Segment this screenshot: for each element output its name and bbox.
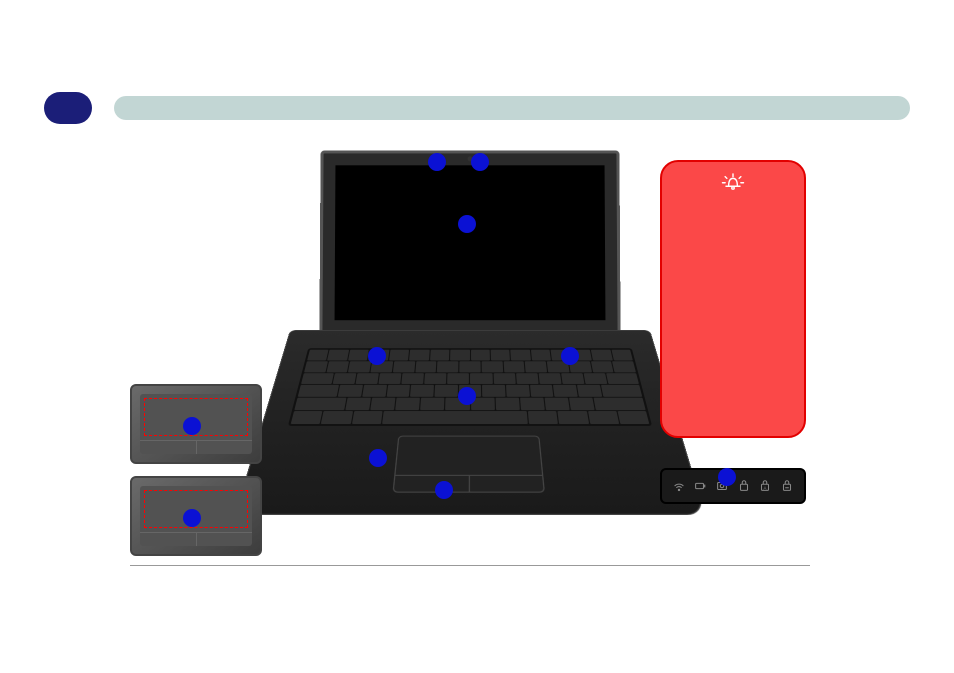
wireless-icon bbox=[672, 479, 686, 493]
dot-palmrest bbox=[369, 449, 387, 467]
dot-led-strip bbox=[718, 468, 736, 486]
divider bbox=[130, 565, 810, 566]
dot-webcam-right bbox=[471, 153, 489, 171]
alarm-bell-icon bbox=[719, 170, 747, 192]
laptop-base bbox=[234, 330, 705, 515]
touchpad-buttons bbox=[140, 440, 252, 454]
capslock-icon: A bbox=[758, 479, 772, 493]
touchpad-buttons bbox=[140, 532, 252, 546]
battery-icon bbox=[693, 479, 707, 493]
scrolllock-icon bbox=[780, 479, 794, 493]
dot-touchpad bbox=[435, 481, 453, 499]
header-stripe bbox=[114, 96, 910, 120]
dot-thumb1 bbox=[183, 417, 201, 435]
page-header bbox=[44, 100, 910, 124]
dot-webcam-left bbox=[428, 153, 446, 171]
laptop-trackpad bbox=[392, 436, 545, 493]
svg-text:A: A bbox=[764, 486, 767, 491]
dot-thumb2 bbox=[183, 509, 201, 527]
dot-keyboard bbox=[458, 387, 476, 405]
dot-speaker-left bbox=[368, 347, 386, 365]
header-pill bbox=[44, 92, 92, 124]
dot-speaker-right bbox=[561, 347, 579, 365]
warning-callout bbox=[660, 160, 806, 438]
dot-screen bbox=[458, 215, 476, 233]
laptop-lid bbox=[319, 150, 620, 335]
numlock-icon bbox=[737, 479, 751, 493]
laptop-illustration bbox=[300, 150, 640, 530]
laptop-display bbox=[335, 165, 606, 320]
